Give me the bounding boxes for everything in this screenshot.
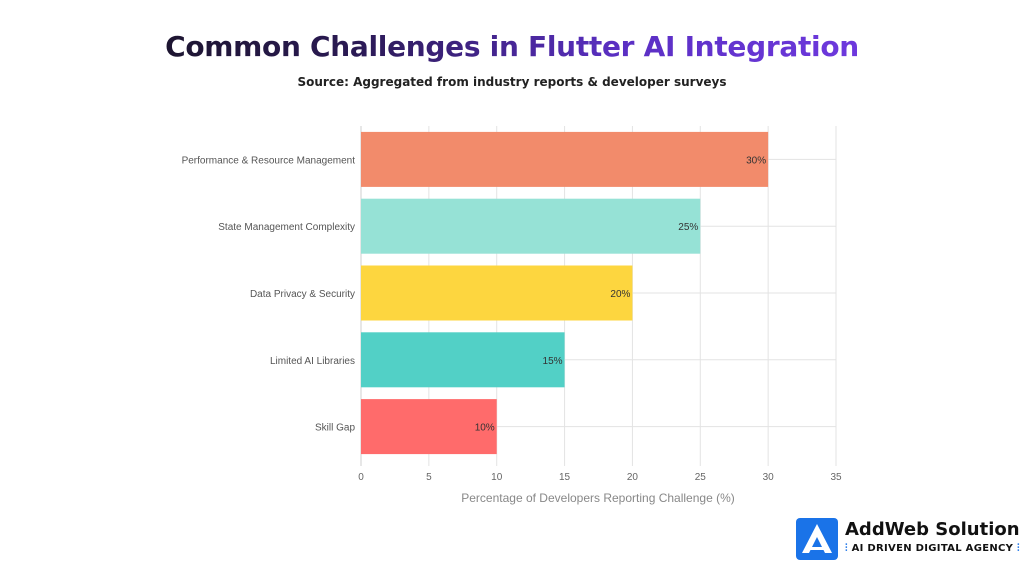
value-labels: 30% 25% 20% 15% 10% bbox=[475, 155, 767, 433]
brand-tagline-row: ⫶ AI DRIVEN DIGITAL AGENCY ⫶ bbox=[845, 543, 1020, 554]
chart-subtitle: Source: Aggregated from industry reports… bbox=[297, 75, 727, 89]
arrows-left-icon: ⫶ bbox=[845, 543, 852, 554]
bar[interactable] bbox=[361, 332, 565, 388]
category-labels: Performance & Resource Management State M… bbox=[182, 155, 356, 433]
x-axis-label: Percentage of Developers Reporting Chall… bbox=[461, 491, 735, 505]
value-label: 10% bbox=[475, 423, 495, 434]
bar[interactable] bbox=[361, 265, 633, 321]
value-label: 20% bbox=[610, 289, 630, 300]
chart-bars bbox=[361, 131, 769, 455]
category-label: Data Privacy & Security bbox=[250, 289, 355, 300]
category-label: State Management Complexity bbox=[218, 222, 355, 233]
x-tick-label: 0 bbox=[358, 472, 364, 483]
value-label: 15% bbox=[543, 356, 563, 367]
brand-name: AddWeb Solution bbox=[845, 519, 1020, 540]
category-label: Performance & Resource Management bbox=[182, 155, 356, 166]
chart-title: Common Challenges in Flutter AI Integrat… bbox=[0, 30, 1024, 63]
x-tick-label: 35 bbox=[830, 472, 842, 483]
x-tick-label: 10 bbox=[491, 472, 503, 483]
bar[interactable] bbox=[361, 198, 701, 254]
value-label: 30% bbox=[746, 155, 766, 166]
bar[interactable] bbox=[361, 399, 497, 455]
category-label: Skill Gap bbox=[315, 423, 355, 434]
category-label: Limited AI Libraries bbox=[270, 356, 355, 367]
brand-tagline: AI DRIVEN DIGITAL AGENCY bbox=[851, 543, 1014, 554]
bar[interactable] bbox=[361, 131, 769, 187]
addweb-logo-icon bbox=[796, 518, 838, 560]
x-tick-label: 15 bbox=[559, 472, 571, 483]
x-tick-label: 20 bbox=[627, 472, 639, 483]
x-tick-label: 25 bbox=[695, 472, 707, 483]
value-label: 25% bbox=[678, 222, 698, 233]
x-tick-labels: 0 5 10 15 20 25 30 35 bbox=[358, 472, 842, 483]
x-tick-label: 30 bbox=[763, 472, 775, 483]
arrows-right-icon: ⫶ bbox=[1013, 543, 1020, 554]
x-tick-label: 5 bbox=[426, 472, 432, 483]
